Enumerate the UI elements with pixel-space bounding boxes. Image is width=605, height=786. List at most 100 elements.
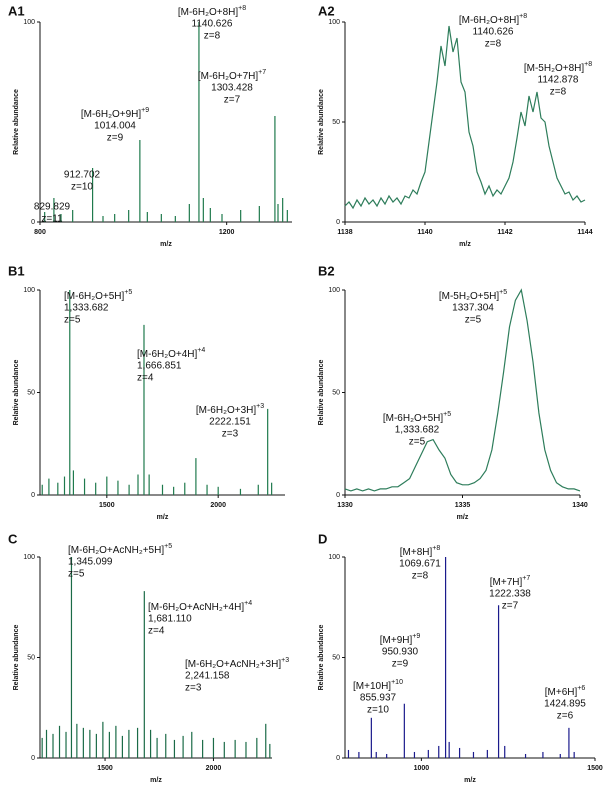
annotation-mz: 1,333.682 bbox=[395, 425, 440, 436]
annotation-z: z=9 bbox=[392, 659, 409, 670]
x-tick-label: 2000 bbox=[210, 502, 226, 509]
panel-label: B1 bbox=[8, 263, 25, 278]
annotation-z: z=10 bbox=[71, 182, 93, 193]
y-tick-label: 50 bbox=[27, 389, 35, 396]
ion-charge: +9 bbox=[412, 633, 420, 640]
annotation-mz: 829.829 bbox=[34, 202, 71, 213]
annotation-z: z=8 bbox=[485, 39, 502, 50]
annotation-mz: 1140.626 bbox=[192, 19, 233, 30]
y-axis-label: Relative abundance bbox=[318, 89, 325, 155]
annotation-mz: 1014.004 bbox=[94, 121, 136, 132]
annotation-ion: [M+6H]+6 bbox=[545, 685, 586, 698]
x-tick-label: 1340 bbox=[572, 502, 588, 509]
x-tick-label: 1000 bbox=[414, 765, 430, 772]
ion-formula: [M-6H₂O+4H] bbox=[137, 349, 198, 360]
annotation-mz: 1,681.110 bbox=[148, 614, 192, 625]
ion-charge: +4 bbox=[197, 347, 205, 354]
y-axis-label: Relative abundance bbox=[318, 360, 325, 426]
x-tick-label: 1140 bbox=[417, 229, 432, 236]
panel-label: B2 bbox=[318, 263, 335, 278]
x-tick-label: 1142 bbox=[497, 229, 512, 236]
profile-line bbox=[344, 25, 586, 210]
y-tick-label: 0 bbox=[336, 219, 340, 226]
ion-formula: [M-5H₂O+8H] bbox=[524, 63, 585, 74]
ion-formula: [M-6H₂O+5H] bbox=[383, 413, 444, 424]
annotation-z: z=7 bbox=[224, 95, 241, 106]
annotation-mz: 1337.304 bbox=[452, 303, 494, 314]
annotation-z: z=4 bbox=[148, 626, 165, 637]
annotation-ion: [M-6H₂O+5H]+5 bbox=[64, 289, 132, 302]
annotation-ion: [M-6H₂O+4H]+4 bbox=[137, 347, 205, 360]
ion-charge: +7 bbox=[258, 69, 266, 76]
annotation-mz: 2,241.158 bbox=[185, 671, 230, 682]
y-tick-label: 0 bbox=[31, 219, 35, 226]
annotation-ion: [M-6H₂O+7H]+7 bbox=[198, 69, 266, 82]
ion-formula: [M-6H₂O+AcNH₂+3H] bbox=[185, 659, 281, 670]
annotation-z: z=8 bbox=[550, 87, 567, 98]
annotation-ion: [M-5H₂O+8H]+8 bbox=[524, 61, 592, 74]
x-tick-label: 800 bbox=[34, 229, 46, 236]
ion-formula: [M-6H₂O+7H] bbox=[198, 71, 259, 82]
ion-formula: [M-6H₂O+8H] bbox=[178, 7, 239, 18]
ion-charge: +5 bbox=[164, 543, 172, 550]
x-tick-label: 1500 bbox=[97, 765, 113, 772]
y-tick-label: 100 bbox=[328, 287, 340, 294]
annotation-ion: [M-6H₂O+5H]+5 bbox=[383, 411, 451, 424]
annotation-mz: 1303.428 bbox=[211, 83, 253, 94]
x-axis-label: m/z bbox=[160, 241, 172, 248]
ion-formula: [M-6H₂O+3H] bbox=[196, 405, 257, 416]
annotation-ion: [M+8H]+8 bbox=[400, 545, 441, 558]
y-tick-label: 0 bbox=[336, 492, 340, 499]
y-axis-label: Relative abundance bbox=[13, 89, 20, 155]
annotation-ion: [M-6H₂O+8H]+8 bbox=[459, 13, 527, 26]
ion-formula: [M-6H₂O+AcNH₂+5H] bbox=[68, 545, 164, 556]
annotation-z: z=8 bbox=[204, 31, 221, 42]
x-tick-label: 1500 bbox=[99, 502, 115, 509]
annotation-mz: 1,333.682 bbox=[64, 303, 109, 314]
y-tick-label: 0 bbox=[336, 755, 340, 762]
ion-formula: [M-6H₂O+8H] bbox=[459, 15, 520, 26]
ion-charge: +5 bbox=[443, 411, 451, 418]
annotation-z: z=3 bbox=[222, 429, 239, 440]
ion-formula: [M+7H] bbox=[490, 577, 523, 588]
annotation-z: z=9 bbox=[107, 133, 124, 144]
ion-charge: +3 bbox=[256, 403, 264, 410]
annotation-ion: [M+9H]+9 bbox=[380, 633, 421, 646]
ion-formula: [M-6H₂O+AcNH₂+4H] bbox=[148, 602, 244, 613]
annotation-ion: [M-6H₂O+AcNH₂+5H]+5 bbox=[68, 543, 172, 556]
annotation-ion: [M+10H]+10 bbox=[353, 679, 403, 692]
x-axis-label: m/z bbox=[457, 514, 469, 521]
annotation-mz: 855.937 bbox=[360, 693, 397, 704]
x-axis-label: m/z bbox=[464, 777, 476, 784]
annotation-z: z=3 bbox=[185, 683, 202, 694]
annotation-ion: [M-6H₂O+9H]+9 bbox=[81, 107, 149, 120]
annotation-mz: 1069.671 bbox=[399, 559, 441, 570]
ion-charge: +7 bbox=[522, 575, 530, 582]
y-tick-label: 50 bbox=[332, 654, 340, 661]
ion-charge: +3 bbox=[281, 657, 289, 664]
ion-formula: [M+9H] bbox=[380, 635, 413, 646]
y-tick-label: 100 bbox=[328, 19, 340, 26]
ion-formula: [M-6H₂O+9H] bbox=[81, 109, 142, 120]
panel-label: D bbox=[318, 531, 327, 546]
panel-label: A2 bbox=[318, 3, 335, 18]
ion-charge: +5 bbox=[124, 289, 132, 296]
annotation-ion: [M-5H₂O+5H]+5 bbox=[439, 289, 507, 302]
y-tick-label: 0 bbox=[31, 755, 35, 762]
x-tick-label: 1144 bbox=[577, 229, 592, 236]
y-axis-label: Relative abundance bbox=[318, 625, 325, 691]
annotation-ion: [M+7H]+7 bbox=[490, 575, 531, 588]
x-tick-label: 1200 bbox=[219, 229, 235, 236]
ion-charge: +9 bbox=[141, 107, 149, 114]
panel-label: C bbox=[8, 531, 18, 546]
ion-charge: +8 bbox=[238, 5, 246, 12]
x-tick-label: 1138 bbox=[337, 229, 352, 236]
y-axis-label: Relative abundance bbox=[13, 360, 20, 426]
annotation-mz: 1142.878 bbox=[538, 75, 579, 86]
y-tick-label: 100 bbox=[23, 554, 35, 561]
y-tick-label: 50 bbox=[332, 119, 340, 126]
annotation-ion: [M-6H₂O+AcNH₂+3H]+3 bbox=[185, 657, 289, 670]
annotation-z: z=4 bbox=[137, 373, 154, 384]
ion-formula: [M+10H] bbox=[353, 681, 391, 692]
